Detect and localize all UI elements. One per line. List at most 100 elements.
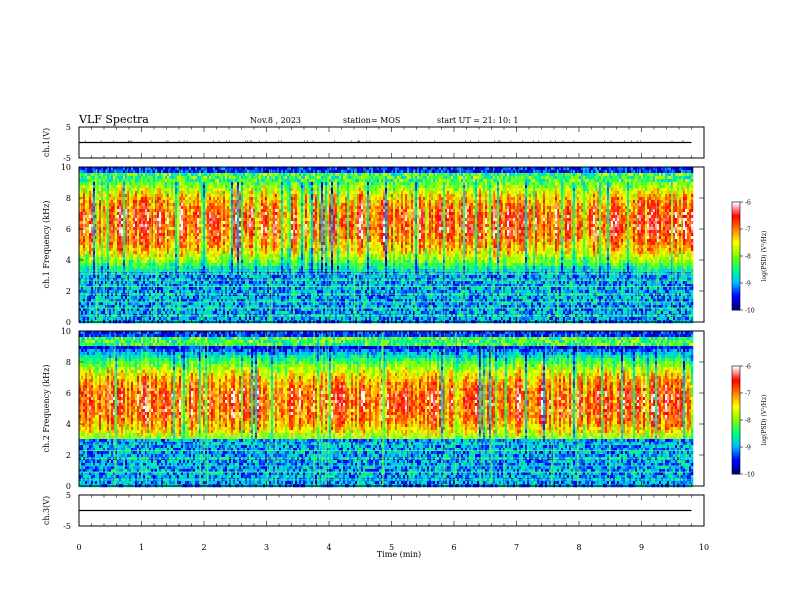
spectrogram-cell: [235, 248, 237, 251]
spectrogram-cell: [211, 260, 213, 263]
spectrogram-cell: [93, 227, 95, 230]
spectrogram-cell: [85, 266, 87, 269]
spectrogram-cell: [201, 239, 203, 242]
spectrogram-cell: [195, 275, 197, 278]
spectrogram-cell: [185, 293, 187, 296]
spectrogram-cell: [101, 188, 103, 191]
spectrogram-cell: [149, 290, 151, 293]
spectrogram-cell: [99, 215, 101, 218]
spectrogram-cell: [163, 266, 165, 269]
spectrogram-cell: [131, 260, 133, 263]
spectrogram-cell: [137, 257, 139, 260]
spectrogram-cell: [193, 188, 195, 191]
spectrogram-cell: [241, 290, 243, 293]
spectrogram-cell: [181, 308, 183, 311]
spectrogram-cell: [191, 221, 193, 224]
spectrogram-cell: [101, 179, 103, 182]
spectrogram-cell: [141, 176, 143, 179]
spectrogram-cell: [193, 173, 195, 176]
spectrogram-cell: [85, 215, 87, 218]
spectrogram-cell: [115, 173, 117, 176]
spectrogram-cell: [93, 308, 95, 311]
spectrogram-cell: [257, 218, 259, 221]
spectrogram-cell: [141, 242, 143, 245]
spectrogram-cell: [237, 221, 239, 224]
spectrogram-cell: [227, 182, 229, 185]
spectrogram-cell: [139, 173, 141, 176]
spectrogram-cell: [261, 233, 263, 236]
spectrogram-cell: [121, 302, 123, 305]
spectrogram-cell: [111, 278, 113, 281]
spectrogram-cell: [107, 200, 109, 203]
spectrogram-cell: [225, 227, 227, 230]
spectrogram-cell: [85, 170, 87, 173]
spectrogram-cell: [261, 185, 263, 188]
spectrogram-cell: [237, 239, 239, 242]
spectrogram-cell: [207, 245, 209, 248]
spectrogram-cell: [223, 317, 225, 320]
spectrogram-cell: [191, 302, 193, 305]
spectrogram-cell: [183, 212, 185, 215]
spectrogram-cell: [181, 239, 183, 242]
spectrogram-cell: [135, 290, 137, 293]
spectrogram-cell: [215, 263, 217, 266]
spectrogram-cell: [185, 275, 187, 278]
spectrogram-cell: [163, 293, 165, 296]
spectrogram-cell: [207, 311, 209, 314]
spectrogram-cell: [263, 233, 265, 236]
spectrogram-cell: [107, 257, 109, 260]
spectrogram-cell: [131, 251, 133, 254]
spectrogram-cell: [181, 206, 183, 209]
spectrogram-cell: [193, 170, 195, 173]
spectrogram-cell: [261, 176, 263, 179]
spectrogram-cell: [153, 206, 155, 209]
spectrogram-cell: [215, 278, 217, 281]
spectrogram-cell: [157, 260, 159, 263]
spectrogram-cell: [153, 218, 155, 221]
spectrogram-cell: [103, 263, 105, 266]
spectrogram-cell: [135, 233, 137, 236]
spectrogram-cell: [177, 251, 179, 254]
spectrogram-cell: [197, 200, 199, 203]
spectrogram-cell: [109, 206, 111, 209]
spectrogram-cell: [153, 242, 155, 245]
spectrogram-cell: [125, 311, 127, 314]
spectrogram-cell: [103, 197, 105, 200]
spectrogram-cell: [263, 254, 265, 257]
spectrogram-cell: [131, 206, 133, 209]
spectrogram-cell: [185, 311, 187, 314]
spectrogram-cell: [199, 200, 201, 203]
spectrogram-cell: [253, 233, 255, 236]
spectrogram-cell: [237, 224, 239, 227]
spectrogram-cell: [193, 182, 195, 185]
spectrogram-cell: [183, 236, 185, 239]
spectrogram-cell: [259, 284, 261, 287]
spectrogram-cell: [197, 221, 199, 224]
spectrogram-cell: [119, 293, 121, 296]
spectrogram-cell: [135, 170, 137, 173]
spectrogram-cell: [213, 290, 215, 293]
spectrogram-cell: [91, 257, 93, 260]
spectrogram-cell: [205, 254, 207, 257]
spectrogram-cell: [123, 182, 125, 185]
spectrogram-cell: [181, 221, 183, 224]
spectrogram-cell: [195, 200, 197, 203]
spectrogram-cell: [131, 224, 133, 227]
spectrogram-cell: [107, 221, 109, 224]
spectrogram-cell: [87, 317, 89, 320]
spectrogram-cell: [209, 287, 211, 290]
spectrogram-cell: [211, 206, 213, 209]
spectrogram-cell: [101, 170, 103, 173]
spectrogram-cell: [199, 194, 201, 197]
spectrogram-cell: [241, 302, 243, 305]
spectrogram-cell: [259, 224, 261, 227]
spectrogram-cell: [211, 170, 213, 173]
spectrogram-cell: [109, 227, 111, 230]
spectrogram-cell: [189, 251, 191, 254]
spectrogram-cell: [129, 311, 131, 314]
spectrogram-cell: [213, 206, 215, 209]
spectrogram-cell: [207, 278, 209, 281]
spectrogram-cell: [229, 239, 231, 242]
spectrogram-cell: [93, 317, 95, 320]
spectrogram-cell: [205, 251, 207, 254]
